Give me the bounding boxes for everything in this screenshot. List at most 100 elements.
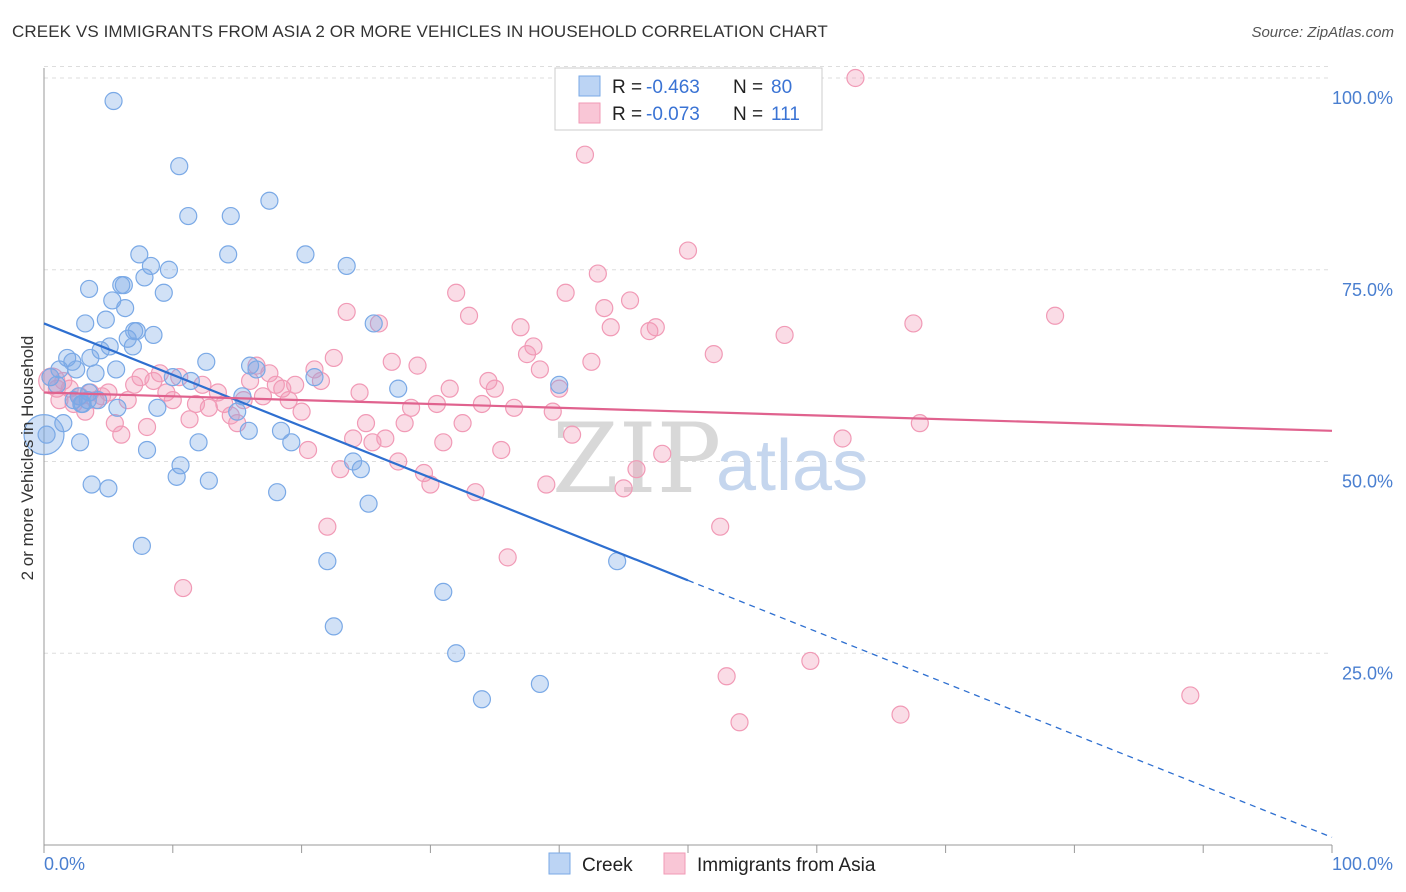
asia-point: [253, 387, 273, 406]
creek-point: [137, 440, 157, 460]
y-tick-label: 75.0%: [1342, 280, 1393, 300]
creek-point: [170, 157, 189, 176]
creek-point: [344, 452, 363, 471]
y-tick-label: 50.0%: [1342, 472, 1393, 492]
creek-point: [228, 402, 247, 421]
asia-point: [530, 360, 549, 379]
legend-swatch-asia: [578, 102, 601, 124]
asia-point: [505, 398, 524, 417]
y-tick-labels: 100.0% 75.0% 50.0% 25.0%: [1332, 88, 1393, 683]
creek-point: [296, 245, 315, 264]
y-tick-label: 25.0%: [1342, 663, 1393, 683]
asia-point: [459, 306, 479, 325]
legend-r-label-asia: R =: [612, 104, 642, 125]
watermark-atlas: atlas: [716, 426, 868, 506]
asia-point: [711, 517, 730, 536]
creek-point: [67, 360, 86, 379]
asia-point: [356, 414, 376, 433]
trend-lines: [43, 322, 1333, 838]
legend-n-value-asia: 111: [771, 104, 800, 125]
creek-point: [47, 375, 66, 394]
watermark-zip: ZIP: [552, 403, 721, 515]
asia-point: [511, 318, 530, 337]
asia-point: [137, 417, 157, 437]
asia-point: [562, 425, 582, 444]
asia-point: [1181, 686, 1200, 705]
creek-point: [76, 314, 95, 333]
asia-point: [105, 414, 124, 433]
bottom-legend-label-asia: Immigrants from Asia: [697, 855, 876, 876]
asia-point: [833, 429, 852, 448]
asia-point: [801, 651, 820, 671]
series-immigrants-from-asia: [38, 68, 1200, 732]
creek-point: [127, 322, 146, 341]
creek-trend-solid: [43, 322, 689, 582]
asia-point: [240, 371, 260, 391]
asia-point: [369, 314, 388, 333]
creek-point: [148, 398, 167, 417]
bottom-legend-label-creek: Creek: [582, 855, 633, 876]
creek-point: [123, 337, 142, 356]
asia-point: [376, 429, 395, 448]
asia-point: [904, 314, 923, 333]
creek-point: [79, 279, 99, 299]
asia-point: [550, 379, 569, 398]
creek-point: [318, 552, 337, 571]
creek-point: [189, 433, 208, 452]
x-tick-label-max: 100.0%: [1332, 854, 1393, 874]
asia-point: [453, 414, 472, 433]
creek-point: [135, 268, 154, 287]
asia-point: [498, 548, 517, 567]
chart-title: CREEK VS IMMIGRANTS FROM ASIA 2 OR MORE …: [12, 22, 828, 41]
asia-point: [492, 440, 511, 460]
creek-point: [104, 91, 123, 111]
creek-point: [96, 310, 115, 329]
creek-point: [116, 299, 135, 318]
asia-point: [112, 425, 131, 444]
creek-point: [351, 460, 370, 479]
creek-point: [99, 479, 118, 498]
asia-point: [582, 352, 601, 371]
asia-point: [653, 444, 672, 463]
creek-point: [132, 536, 151, 555]
asia-point: [440, 379, 459, 398]
asia-point: [775, 325, 794, 345]
creek-point: [70, 433, 90, 452]
asia-point: [382, 352, 401, 371]
asia-point: [627, 460, 646, 479]
creek-point: [107, 360, 126, 379]
legend-r-value-creek: -0.463: [646, 77, 700, 98]
asia-point: [298, 440, 318, 460]
asia-point: [614, 479, 633, 498]
creek-point: [530, 674, 549, 694]
creek-point: [130, 245, 149, 264]
asia-point: [678, 241, 698, 260]
creek-point: [197, 352, 216, 371]
asia-point: [434, 433, 453, 452]
creek-point: [171, 456, 190, 475]
legend-n-label-asia: N =: [733, 104, 763, 125]
watermark: ZIP atlas: [552, 403, 868, 515]
creek-point: [108, 398, 127, 417]
creek-point: [167, 467, 186, 486]
asia-point: [556, 283, 575, 302]
asia-point: [318, 517, 337, 536]
source-label: Source: ZipAtlas.com: [1251, 24, 1394, 41]
asia-point: [910, 414, 929, 433]
legend-n-value-creek: 80: [771, 77, 792, 98]
bottom-legend-swatch-asia: [663, 852, 686, 875]
creek-point: [305, 368, 324, 387]
creek-point: [472, 690, 492, 709]
legend-r-label-creek: R =: [612, 77, 642, 98]
asia-point: [543, 402, 562, 421]
creek-point: [144, 325, 163, 345]
asia-point: [292, 402, 311, 421]
asia-point: [401, 398, 421, 417]
creek-point: [271, 421, 291, 440]
asia-point: [1045, 306, 1065, 325]
x-tick-label-min: 0.0%: [44, 854, 85, 874]
creek-trend-dashed: [687, 579, 1333, 838]
creek-point: [337, 256, 356, 276]
grid-lines: [44, 65, 1332, 654]
